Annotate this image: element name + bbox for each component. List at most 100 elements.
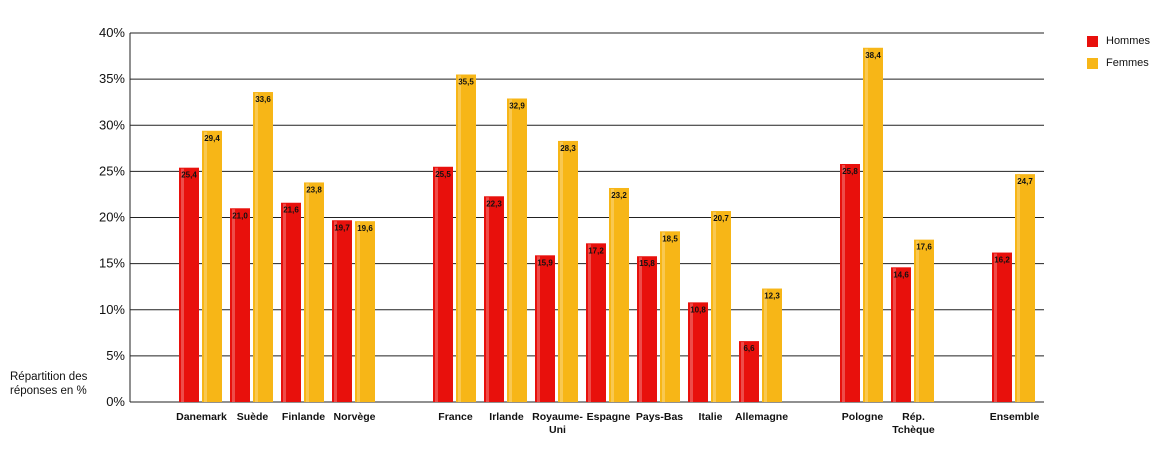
legend-swatch-hommes <box>1087 35 1098 47</box>
bar-highlight <box>741 342 744 402</box>
bar-hommes <box>332 220 352 402</box>
bar-highlight <box>916 240 919 402</box>
bar-hommes <box>891 267 911 402</box>
bar-femmes <box>609 187 629 402</box>
data-label-hommes: 6,6 <box>743 344 755 353</box>
data-label-hommes: 21,6 <box>283 206 299 215</box>
data-label-hommes: 15,9 <box>537 258 553 267</box>
data-label-hommes: 16,2 <box>994 256 1010 265</box>
legend-item-femmes: Femmes <box>1087 52 1150 74</box>
bar-femmes <box>456 74 476 402</box>
bar-highlight <box>1017 175 1020 402</box>
bar-highlight <box>842 164 845 402</box>
bar-highlight <box>994 253 997 402</box>
bar-femmes <box>355 221 375 402</box>
bar-femmes <box>914 239 934 402</box>
data-label-femmes: 33,6 <box>255 95 271 104</box>
bar-highlight <box>560 141 563 402</box>
y-tick-label: 40% <box>99 25 125 40</box>
y-tick-label: 20% <box>99 210 125 225</box>
legend: Hommes Femmes <box>1087 30 1150 74</box>
data-label-femmes: 29,4 <box>204 134 220 143</box>
bar-hommes <box>433 166 453 402</box>
bar-highlight <box>334 221 337 402</box>
data-label-hommes: 10,8 <box>690 305 706 314</box>
bar-femmes <box>711 211 731 402</box>
bar-highlight <box>458 75 461 402</box>
bar-hommes <box>535 255 555 402</box>
data-label-hommes: 14,6 <box>893 270 909 279</box>
legend-label-hommes: Hommes <box>1106 35 1151 47</box>
bar-highlight <box>181 168 184 402</box>
bar-highlight <box>588 244 591 402</box>
bar-femmes <box>202 130 222 402</box>
bar-highlight <box>690 303 693 402</box>
x-tick-label: Finlande <box>282 411 325 423</box>
y-tick-label: 0% <box>106 394 125 409</box>
bar-hommes <box>230 208 250 402</box>
data-label-femmes: 28,3 <box>560 144 576 153</box>
bar-femmes <box>660 231 680 402</box>
x-tick-label: Norvège <box>333 411 375 423</box>
x-tick-label: Espagne <box>587 411 631 423</box>
y-tick-label: 30% <box>99 117 125 132</box>
bar-highlight <box>255 93 258 402</box>
x-tick-label: Pays-Bas <box>636 411 683 423</box>
data-label-femmes: 38,4 <box>865 51 881 60</box>
bar-highlight <box>611 188 614 402</box>
bar-highlight <box>204 131 207 402</box>
x-tick-label: Suède <box>237 411 269 423</box>
bar-femmes <box>558 140 578 402</box>
bar-highlight <box>662 232 665 402</box>
data-label-hommes: 17,2 <box>588 246 604 255</box>
data-label-hommes: 25,5 <box>435 170 451 179</box>
data-label-hommes: 21,0 <box>232 211 248 220</box>
x-tick-label: Irlande <box>489 411 524 423</box>
x-tick-label: Rép. <box>902 411 925 423</box>
bar-highlight <box>893 268 896 402</box>
bar-highlight <box>435 167 438 402</box>
bar-highlight <box>764 289 767 402</box>
data-label-femmes: 23,2 <box>611 191 627 200</box>
x-tick-label: Ensemble <box>990 411 1040 423</box>
data-label-hommes: 19,7 <box>334 223 350 232</box>
y-axis-label: Répartition des réponses en % <box>10 370 87 398</box>
y-axis-label-line-2: réponses en % <box>10 385 87 397</box>
x-tick-label: Tchèque <box>892 424 935 436</box>
bar-hommes <box>281 202 301 402</box>
bar-highlight <box>306 183 309 402</box>
data-label-hommes: 15,8 <box>639 259 655 268</box>
bar-femmes <box>253 92 273 402</box>
bar-highlight <box>357 222 360 402</box>
bar-highlight <box>486 197 489 402</box>
data-label-femmes: 12,3 <box>764 292 780 301</box>
data-label-femmes: 20,7 <box>713 214 729 223</box>
data-label-femmes: 32,9 <box>509 101 525 110</box>
legend-label-femmes: Femmes <box>1106 57 1149 69</box>
data-label-femmes: 19,6 <box>357 224 373 233</box>
bar-highlight <box>537 256 540 402</box>
x-tick-label: Italie <box>699 411 723 423</box>
x-tick-label: France <box>438 411 473 423</box>
y-tick-label: 35% <box>99 71 125 86</box>
bar-femmes <box>507 98 527 402</box>
y-tick-label: 10% <box>99 302 125 317</box>
bar-hommes <box>992 252 1012 402</box>
bar-femmes <box>1015 174 1035 402</box>
data-label-femmes: 18,5 <box>662 234 678 243</box>
bar-hommes <box>739 341 759 402</box>
bar-highlight <box>713 212 716 402</box>
x-tick-label: Uni <box>549 424 566 436</box>
bar-hommes <box>840 163 860 402</box>
bar-highlight <box>639 257 642 402</box>
data-label-femmes: 35,5 <box>458 78 474 87</box>
bar-highlight <box>509 99 512 402</box>
bar-hommes <box>586 243 606 402</box>
data-label-femmes: 24,7 <box>1017 177 1033 186</box>
y-tick-label: 15% <box>99 256 125 271</box>
bar-highlight <box>283 203 286 402</box>
x-tick-label: Allemagne <box>735 411 788 423</box>
data-label-femmes: 23,8 <box>306 185 322 194</box>
bar-femmes <box>863 47 883 402</box>
